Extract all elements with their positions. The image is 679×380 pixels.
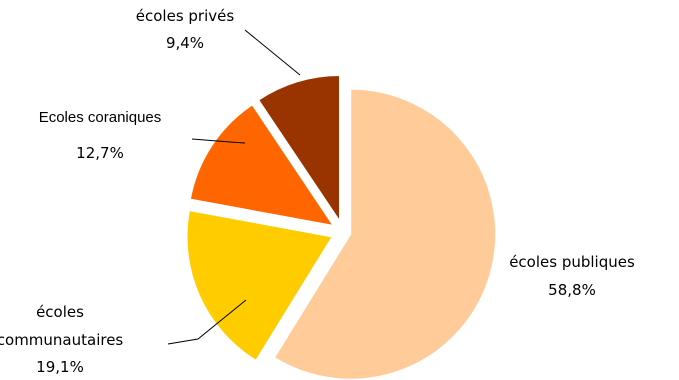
slice-name-label-3: Ecoles coraniques [39, 109, 162, 126]
leader-line-3 [191, 138, 246, 144]
slice-name-label-4: écoles privés [136, 7, 235, 25]
slice-value-label-2: 19,1% [36, 358, 84, 376]
leader-lines [167, 29, 301, 345]
slice-value-label-4: 9,4% [166, 34, 204, 52]
leader-line-4 [244, 29, 301, 76]
pie-slices [186, 75, 497, 380]
slice-value-label-3: 12,7% [76, 144, 124, 162]
pie-slice-3 [189, 104, 335, 227]
slice-value-label-1: 58,8% [548, 281, 596, 299]
pie-slice-4 [258, 75, 341, 223]
pie-slice-2 [186, 210, 333, 361]
slice-labels: écoles publiques 58,8% écoles communautaire… [0, 7, 635, 376]
slice-name-label-2: communautaires [0, 331, 123, 349]
leader-line-2 [167, 299, 247, 345]
slice-name-label-2: écoles [36, 303, 84, 321]
slice-name-label-1: écoles publiques [509, 253, 635, 271]
pie-slice-1 [273, 88, 497, 380]
